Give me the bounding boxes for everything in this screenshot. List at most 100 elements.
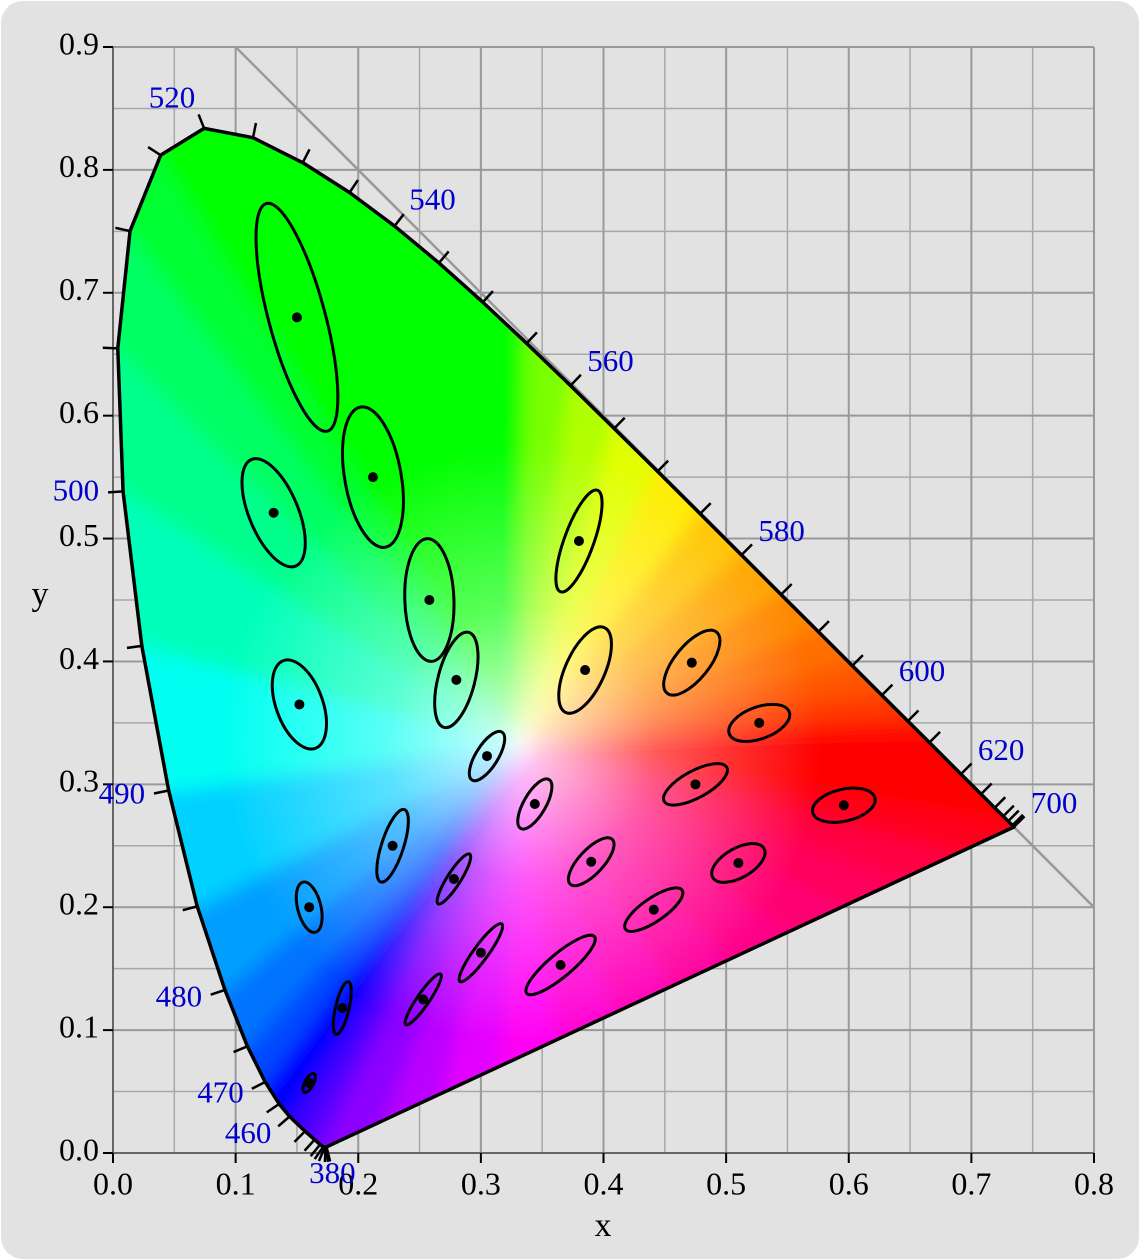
y-axis-label: y [32,576,49,613]
wavelength-tick [906,709,920,723]
ellipse-center [838,800,849,811]
ellipse-center [304,1077,315,1088]
wavelength-label: 620 [978,732,1025,767]
macadam-ellipse [375,807,410,884]
wavelength-tick [293,1130,306,1143]
y-tick-label: 0.0 [59,1131,99,1167]
x-tick-label: 0.1 [216,1165,256,1201]
macadam-ellipse [662,628,722,697]
wavelength-tick [102,346,118,350]
wavelength-tick [197,113,206,129]
ellipse-center [529,798,540,809]
wavelength-tick [309,1143,322,1157]
y-tick-label: 0.5 [59,517,99,553]
wavelength-tick [115,226,131,233]
wavelength-label: 700 [1031,785,1078,820]
wavelength-label: 580 [758,513,805,548]
ellipse-center [451,674,462,685]
wavelength-tick [437,250,450,264]
y-tick-label: 0.6 [59,394,99,430]
x-tick-label: 0.7 [951,1165,991,1201]
x-tick-label: 0.5 [706,1165,746,1201]
macadam-ellipse [403,537,456,663]
wavelength-tick [656,459,670,473]
wavelength-tick [699,502,712,515]
y-tick-label: 0.9 [59,25,99,61]
ellipse-center [754,717,765,728]
ellipse-center [580,665,591,676]
wavelength-tick [525,331,538,345]
macadam-ellipse [331,980,353,1036]
x-tick-label: 0.3 [461,1165,501,1201]
macadam-ellipse [240,457,307,569]
ellipse-center [418,994,429,1005]
wavelength-label: 480 [156,978,203,1013]
macadam-ellipse [467,729,507,783]
x-tick-label: 0.0 [93,1165,133,1201]
wavelength-tick [1011,813,1024,827]
wavelength-label: 500 [53,473,100,508]
wavelength-tick [153,789,169,795]
wavelength-tick [348,179,359,194]
wavelength-label: 600 [899,653,946,688]
macadam-ellipse [623,886,685,933]
wavelength-tick [740,543,753,556]
wavelength-tick [301,148,311,164]
ellipse-center [387,840,398,851]
wavelength-label: 490 [99,776,146,811]
y-tick-label: 0.7 [59,271,99,307]
y-tick-label: 0.1 [59,1008,99,1044]
y-tick-label: 0.3 [59,763,99,799]
gamut-fill [117,128,1014,1148]
macadam-ellipse [554,488,604,594]
ellipse-center [268,507,279,518]
macadam-ellipse [435,852,473,906]
x-tick-label: 0.6 [829,1165,869,1201]
wavelength-tick [317,1146,326,1162]
y-tick-label: 0.2 [59,886,99,922]
wavelength-tick [251,1080,266,1090]
wavelength-tick [233,1045,248,1054]
macadam-ellipse [341,405,405,549]
wavelength-label: 520 [149,80,196,115]
wavelength-label: 560 [587,343,634,378]
ellipse-center [482,751,493,762]
ellipse-center [586,856,597,867]
ellipse-center [294,699,305,710]
ellipse-center [424,595,435,605]
wavelength-tick [393,213,405,227]
wavelength-tick [108,490,124,494]
wavelength-tick [980,782,993,796]
wavelength-tick [210,988,226,996]
ellipse-center [648,904,659,915]
x-tick-label: 0.8 [1074,1165,1114,1201]
wavelength-tick [182,905,198,912]
wavelength-label: 460 [225,1115,272,1150]
ellipse-center [337,1002,348,1013]
wavelength-tick [147,145,162,157]
macadam-ellipse [710,842,767,884]
wavelength-tick [323,1147,327,1163]
wavelength-tick [993,796,1007,809]
ellipse-center [475,947,486,958]
macadam-ellipse [270,658,328,751]
wavelength-tick [313,1146,325,1160]
y-tick-label: 0.8 [59,148,99,184]
ellipse-center [304,902,315,913]
x-tick-label: 0.2 [338,1165,378,1201]
ellipse-center [448,873,459,884]
wavelength-tick [851,654,864,667]
macadam-ellipse [662,762,729,807]
wavelength-tick [569,373,582,387]
x-tick-label: 0.4 [584,1165,624,1201]
wavelength-tick [817,620,830,633]
macadam-ellipse [811,786,877,824]
wavelength-tick [1013,815,1026,828]
macadam-ellipse [254,201,340,433]
macadam-ellipse [294,880,324,934]
wavelength-tick [481,290,494,304]
macadam-ellipse [403,972,443,1027]
x-axis-label: x [595,1207,612,1244]
